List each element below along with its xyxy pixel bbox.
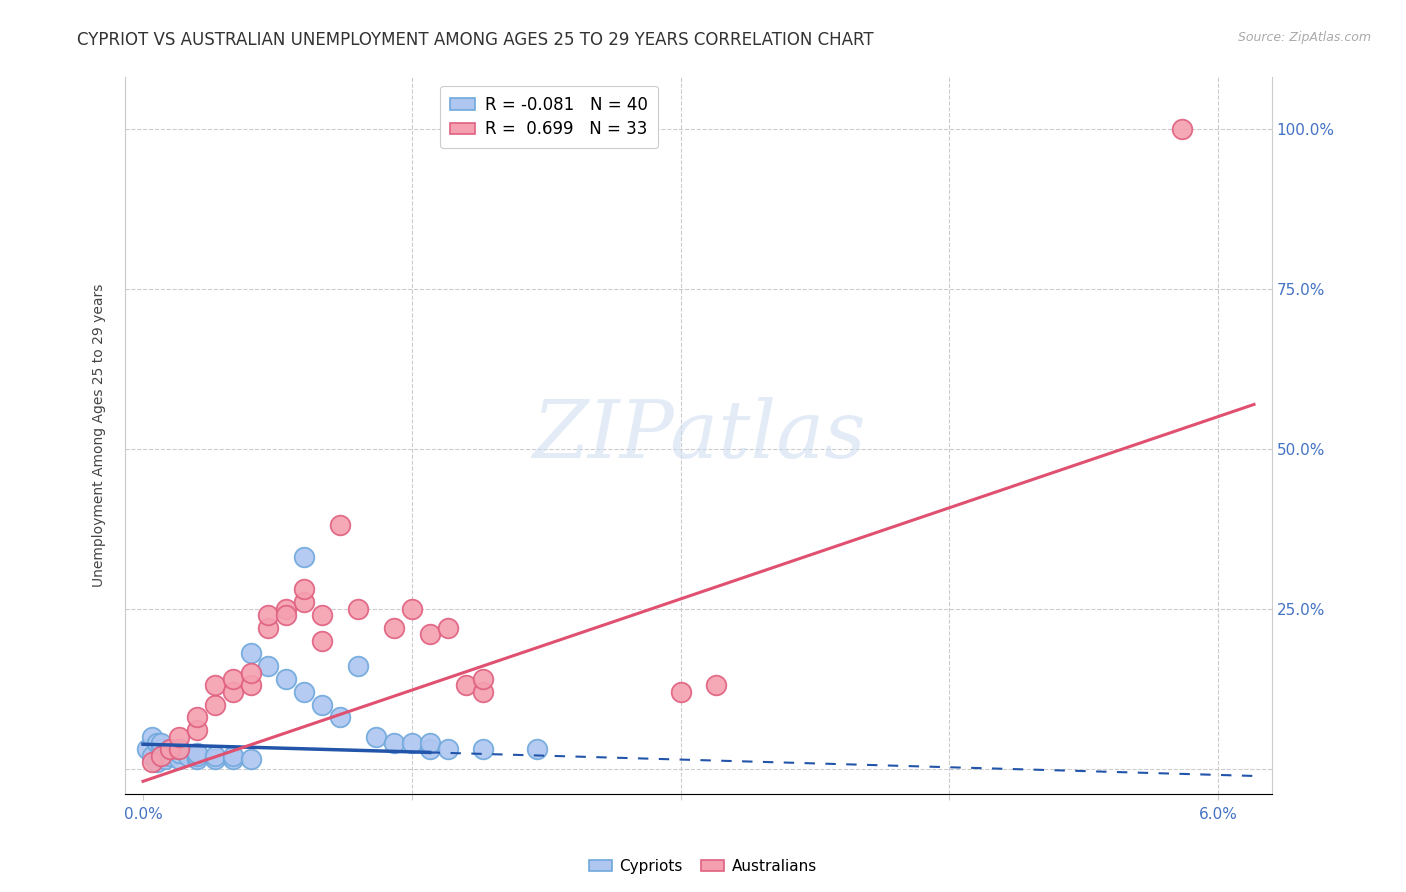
Point: [221, 752, 243, 766]
Point: [311, 607, 333, 622]
Text: 6.0%: 6.0%: [1199, 807, 1237, 822]
Point: [141, 748, 163, 763]
Point: [382, 621, 405, 635]
Point: [204, 678, 226, 692]
Point: [347, 601, 370, 615]
Point: [706, 678, 728, 692]
Point: [257, 607, 280, 622]
Point: [135, 742, 157, 756]
Point: [419, 736, 441, 750]
Point: [364, 730, 387, 744]
Point: [159, 742, 181, 756]
Point: [149, 742, 172, 756]
Point: [221, 684, 243, 698]
Point: [186, 752, 208, 766]
Point: [419, 627, 441, 641]
Point: [382, 736, 405, 750]
Point: [329, 710, 352, 724]
Text: CYPRIOT VS AUSTRALIAN UNEMPLOYMENT AMONG AGES 25 TO 29 YEARS CORRELATION CHART: CYPRIOT VS AUSTRALIAN UNEMPLOYMENT AMONG…: [77, 31, 875, 49]
Point: [526, 742, 548, 756]
Point: [167, 746, 190, 760]
Text: ZIPatlas: ZIPatlas: [531, 397, 865, 475]
Point: [239, 678, 262, 692]
Point: [186, 748, 208, 763]
Point: [204, 748, 226, 763]
Point: [401, 736, 423, 750]
Point: [221, 748, 243, 763]
Point: [276, 601, 298, 615]
Point: [239, 646, 262, 660]
Point: [669, 684, 692, 698]
Point: [221, 672, 243, 686]
Point: [141, 755, 163, 769]
Point: [167, 730, 190, 744]
Point: [159, 748, 181, 763]
Point: [311, 633, 333, 648]
Point: [292, 595, 315, 609]
Point: [177, 748, 200, 763]
Point: [149, 748, 172, 763]
Point: [329, 518, 352, 533]
Point: [347, 659, 370, 673]
Point: [159, 742, 181, 756]
Y-axis label: Unemployment Among Ages 25 to 29 years: Unemployment Among Ages 25 to 29 years: [93, 284, 107, 588]
Point: [257, 659, 280, 673]
Point: [146, 736, 169, 750]
Point: [239, 752, 262, 766]
Point: [472, 742, 495, 756]
Point: [311, 698, 333, 712]
Point: [239, 665, 262, 680]
Point: [472, 672, 495, 686]
Point: [1171, 121, 1194, 136]
Point: [436, 621, 458, 635]
Point: [149, 736, 172, 750]
Point: [167, 742, 190, 756]
Point: [146, 755, 169, 769]
Legend: R = -0.081   N = 40, R =  0.699   N = 33: R = -0.081 N = 40, R = 0.699 N = 33: [440, 86, 658, 148]
Point: [472, 684, 495, 698]
Point: [276, 672, 298, 686]
Point: [186, 746, 208, 760]
Legend: Cypriots, Australians: Cypriots, Australians: [583, 853, 823, 880]
Point: [153, 746, 176, 760]
Point: [204, 752, 226, 766]
Point: [292, 582, 315, 597]
Point: [292, 684, 315, 698]
Point: [153, 752, 176, 766]
Point: [204, 698, 226, 712]
Point: [186, 723, 208, 738]
Point: [167, 742, 190, 756]
Text: Source: ZipAtlas.com: Source: ZipAtlas.com: [1237, 31, 1371, 45]
Point: [292, 550, 315, 565]
Point: [436, 742, 458, 756]
Point: [419, 742, 441, 756]
Point: [454, 678, 477, 692]
Point: [141, 730, 163, 744]
Point: [276, 607, 298, 622]
Point: [401, 601, 423, 615]
Point: [186, 710, 208, 724]
Text: 0.0%: 0.0%: [124, 807, 162, 822]
Point: [149, 748, 172, 763]
Point: [257, 621, 280, 635]
Point: [167, 752, 190, 766]
